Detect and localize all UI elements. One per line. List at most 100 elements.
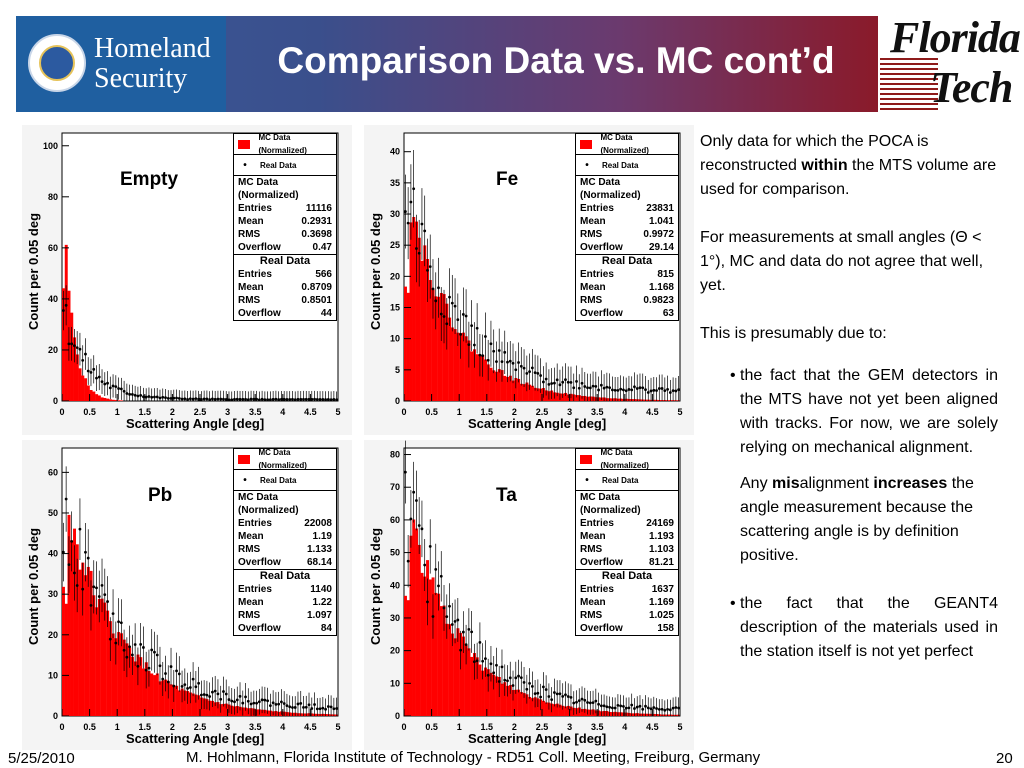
mc-histogram-bar: [119, 633, 123, 716]
data-point: [227, 398, 231, 402]
data-point: [668, 391, 672, 394]
mc-histogram-bar: [125, 643, 129, 716]
mc-stat-rms: RMS 1.133: [234, 543, 336, 556]
mc-swatch-icon: [580, 454, 593, 464]
data-point: [208, 398, 212, 401]
x-tick-label: 4: [280, 407, 285, 417]
data-point: [635, 705, 639, 709]
mc-stat-rms: RMS 0.3698: [234, 228, 336, 241]
mc-histogram-bar: [437, 593, 441, 716]
stat-value: 63: [662, 308, 674, 319]
data-point: [205, 693, 209, 697]
data-point: [119, 621, 123, 625]
data-point: [180, 397, 184, 401]
data-point: [125, 655, 129, 659]
x-tick-label: 2: [512, 407, 517, 417]
x-tick-label: 1: [115, 407, 120, 417]
legend-real-label: Real Data: [602, 475, 639, 485]
real-stat-entries: Entries 1637: [576, 583, 678, 596]
y-tick-label: 40: [390, 580, 400, 590]
x-tick-label: 3: [225, 407, 230, 417]
mc-header-label: MC Data (Normalized): [580, 177, 641, 201]
data-point: [144, 395, 148, 399]
data-point: [583, 698, 587, 702]
data-point: [111, 612, 115, 616]
data-point: [641, 386, 645, 390]
data-point: [130, 653, 134, 657]
data-point: [318, 707, 322, 711]
data-point: [541, 685, 545, 689]
mc-histogram-bar: [426, 560, 430, 716]
real-stats-header: Real Data: [234, 254, 336, 268]
data-point: [335, 707, 339, 710]
data-point: [61, 550, 65, 554]
data-point: [566, 380, 570, 384]
stat-value: 0.47: [312, 242, 332, 253]
mc-histogram-bar: [97, 598, 101, 716]
mc-histogram-bar: [564, 392, 568, 401]
data-point: [202, 397, 206, 401]
mc-histogram-bar: [486, 364, 490, 401]
data-point: [191, 677, 195, 681]
mc-histogram-bar: [420, 260, 424, 401]
mc-histogram-bar: [500, 370, 504, 401]
data-point: [613, 706, 617, 710]
mc-histogram-bar: [238, 706, 242, 716]
data-point: [158, 664, 162, 668]
mc-histogram-bar: [103, 602, 107, 716]
data-point: [186, 397, 189, 401]
data-point: [175, 669, 178, 673]
data-point: [619, 387, 623, 391]
y-tick-label: 10: [390, 334, 400, 344]
mc-histogram-bar: [508, 685, 512, 716]
stat-label: Overflow: [580, 557, 623, 568]
data-point: [125, 392, 129, 395]
legend-mc: MC Data (Normalized): [576, 448, 678, 470]
mc-stats-header: MC Data (Normalized): [234, 176, 336, 202]
mc-histogram-bar: [497, 369, 501, 401]
real-dot-icon: •: [585, 474, 589, 486]
ft-logo-line2: Tech: [930, 63, 1013, 112]
x-tick-label: 2.5: [536, 722, 549, 732]
data-point: [566, 695, 570, 698]
mc-histogram-bar: [486, 669, 490, 716]
stat-label: Mean: [580, 282, 606, 293]
y-tick-label: 30: [390, 613, 400, 623]
mc-histogram-bar: [530, 698, 534, 716]
data-point: [133, 393, 137, 397]
mc-histogram-bar: [89, 390, 93, 401]
data-point: [445, 615, 449, 619]
y-tick-label: 0: [53, 396, 58, 406]
data-point: [522, 366, 526, 370]
y-tick-label: 80: [390, 450, 400, 460]
data-point: [644, 388, 647, 391]
mc-histogram-bar: [453, 329, 457, 401]
data-point: [572, 386, 576, 390]
data-point: [553, 381, 556, 385]
data-point: [288, 397, 292, 401]
stat-value: 44: [320, 308, 332, 319]
data-point: [503, 350, 507, 354]
mc-histogram-bar: [188, 692, 192, 716]
data-point: [277, 702, 281, 706]
mc-histogram-bar: [522, 693, 526, 716]
stat-value: 1.097: [306, 610, 332, 621]
bullet-dot-icon: •: [730, 595, 736, 612]
data-point: [252, 397, 256, 401]
stat-label: Overflow: [580, 308, 623, 319]
mc-histogram-bar: [216, 702, 220, 716]
data-point: [417, 524, 421, 527]
mc-histogram-bar: [514, 689, 518, 716]
data-point: [644, 704, 647, 708]
data-point: [580, 381, 584, 385]
data-point: [103, 593, 107, 597]
data-point: [130, 393, 134, 396]
data-point: [622, 705, 625, 708]
data-point: [219, 697, 223, 701]
mc-stat-mean: Mean 1.193: [576, 530, 678, 543]
data-point: [280, 397, 283, 401]
data-point: [655, 389, 658, 392]
data-point: [461, 630, 465, 634]
data-point: [117, 620, 120, 624]
stat-value: 1.169: [648, 597, 674, 608]
